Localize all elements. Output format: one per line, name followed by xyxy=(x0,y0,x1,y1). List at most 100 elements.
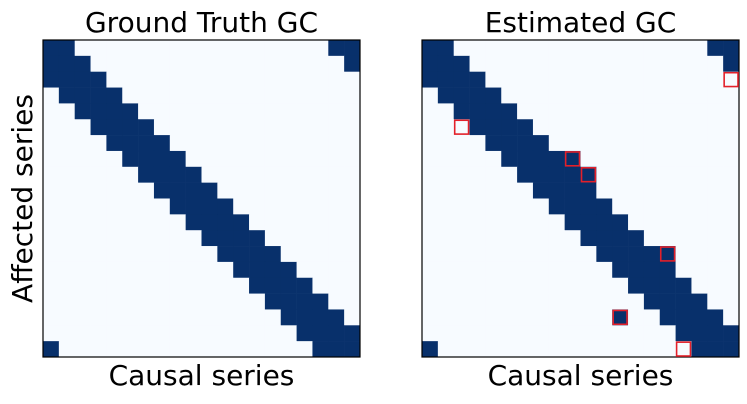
heatmap-cell xyxy=(485,119,502,136)
heatmap-cell xyxy=(122,55,139,72)
heatmap-cell xyxy=(43,341,60,358)
heatmap-cell xyxy=(691,230,708,247)
heatmap-cell xyxy=(643,261,661,279)
heatmap-cell xyxy=(344,166,361,183)
heatmap-cell xyxy=(169,166,186,183)
heatmap-cell xyxy=(43,55,60,72)
heatmap-cell xyxy=(501,309,518,326)
heatmap-cell xyxy=(58,198,75,215)
heatmap-cell xyxy=(169,277,186,294)
heatmap-cell xyxy=(264,309,282,326)
heatmap-cell xyxy=(296,119,313,136)
heatmap-cell xyxy=(532,103,550,120)
heatmap-cell xyxy=(501,71,518,88)
heatmap-cell xyxy=(422,135,439,152)
heatmap-cell xyxy=(612,325,629,342)
heatmap-cell xyxy=(74,135,91,152)
heatmap-cell xyxy=(723,293,740,310)
heatmap-cell xyxy=(217,182,234,199)
heatmap-cell xyxy=(169,230,186,247)
heatmap-cell xyxy=(328,40,345,57)
heatmap-cell xyxy=(201,198,218,215)
heatmap-cell xyxy=(675,71,692,88)
heatmap-cell xyxy=(485,71,502,88)
heatmap-cell xyxy=(344,87,361,104)
heatmap-cell xyxy=(74,341,91,358)
heatmap-cell xyxy=(312,246,329,263)
heatmap-cell xyxy=(659,166,676,183)
heatmap-cell xyxy=(612,87,629,104)
heatmap-cell xyxy=(548,40,565,57)
heatmap-cell xyxy=(532,325,550,342)
heatmap-cell xyxy=(469,182,486,199)
heatmap-cell xyxy=(169,150,186,168)
heatmap-cell xyxy=(185,293,202,310)
heatmap-cell xyxy=(453,135,470,152)
heatmap-cell xyxy=(612,309,629,326)
heatmap-cell xyxy=(58,103,75,120)
heatmap-cell xyxy=(485,166,502,183)
heatmap-cell xyxy=(675,135,692,152)
heatmap-cell xyxy=(501,293,518,310)
heatmap-cell xyxy=(201,277,218,294)
heatmap-cell xyxy=(723,277,740,294)
heatmap-cell xyxy=(532,55,550,72)
heatmap-cell xyxy=(233,198,250,215)
heatmap-cell xyxy=(453,40,470,57)
heatmap-cell xyxy=(312,150,329,168)
heatmap-cell xyxy=(469,277,486,294)
heatmap-cell xyxy=(469,103,486,120)
heatmap-cell xyxy=(532,246,550,263)
heatmap-cell xyxy=(643,119,661,136)
heatmap-cell xyxy=(249,293,266,310)
heatmap-cell xyxy=(58,87,75,104)
heatmap-cell xyxy=(659,309,676,326)
heatmap-cell xyxy=(233,341,250,358)
heatmap-cell xyxy=(58,214,75,231)
heatmap-cell xyxy=(169,55,186,72)
heatmap-cell xyxy=(58,135,75,152)
heatmap-cell xyxy=(106,214,123,231)
heatmap-cell xyxy=(691,135,708,152)
heatmap-cell xyxy=(501,261,518,279)
heatmap-cell xyxy=(707,309,724,326)
heatmap-cell xyxy=(74,182,91,199)
heatmap-cell xyxy=(422,198,439,215)
heatmap-cell xyxy=(138,150,155,168)
heatmap-cell xyxy=(469,293,486,310)
heatmap-cell xyxy=(138,277,155,294)
heatmap-cell xyxy=(485,103,502,120)
heatmap-cell xyxy=(280,293,297,310)
heatmap-cell xyxy=(328,309,345,326)
heatmap-cell xyxy=(153,309,171,326)
heatmap-cell xyxy=(201,55,218,72)
heatmap-cell xyxy=(106,341,123,358)
heatmap-cell xyxy=(675,293,692,310)
heatmap-cell xyxy=(153,261,171,279)
heatmap-cell xyxy=(675,230,692,247)
heatmap-cell xyxy=(201,40,218,57)
heatmap-cell xyxy=(453,325,470,342)
heatmap-cell xyxy=(517,55,534,72)
heatmap-cell xyxy=(422,103,439,120)
heatmap-cell xyxy=(201,71,218,88)
heatmap-cell xyxy=(643,309,661,326)
heatmap-cell xyxy=(312,103,329,120)
heatmap-cell xyxy=(122,150,139,168)
heatmap-cell xyxy=(122,214,139,231)
heatmap-cell xyxy=(659,119,676,136)
heatmap-cell xyxy=(122,71,139,88)
axes-frame xyxy=(421,39,740,358)
heatmap-cell xyxy=(43,166,60,183)
heatmap-cell xyxy=(328,293,345,310)
heatmap-cell xyxy=(517,325,534,342)
heatmap-cell xyxy=(296,182,313,199)
heatmap-cell xyxy=(312,277,329,294)
heatmap-cell xyxy=(58,166,75,183)
heatmap-cell xyxy=(659,103,676,120)
heatmap-cell xyxy=(43,246,60,263)
heatmap-cell xyxy=(422,119,439,136)
heatmap-cell xyxy=(201,182,218,199)
heatmap-cell xyxy=(596,150,613,168)
heatmap-cell xyxy=(501,230,518,247)
